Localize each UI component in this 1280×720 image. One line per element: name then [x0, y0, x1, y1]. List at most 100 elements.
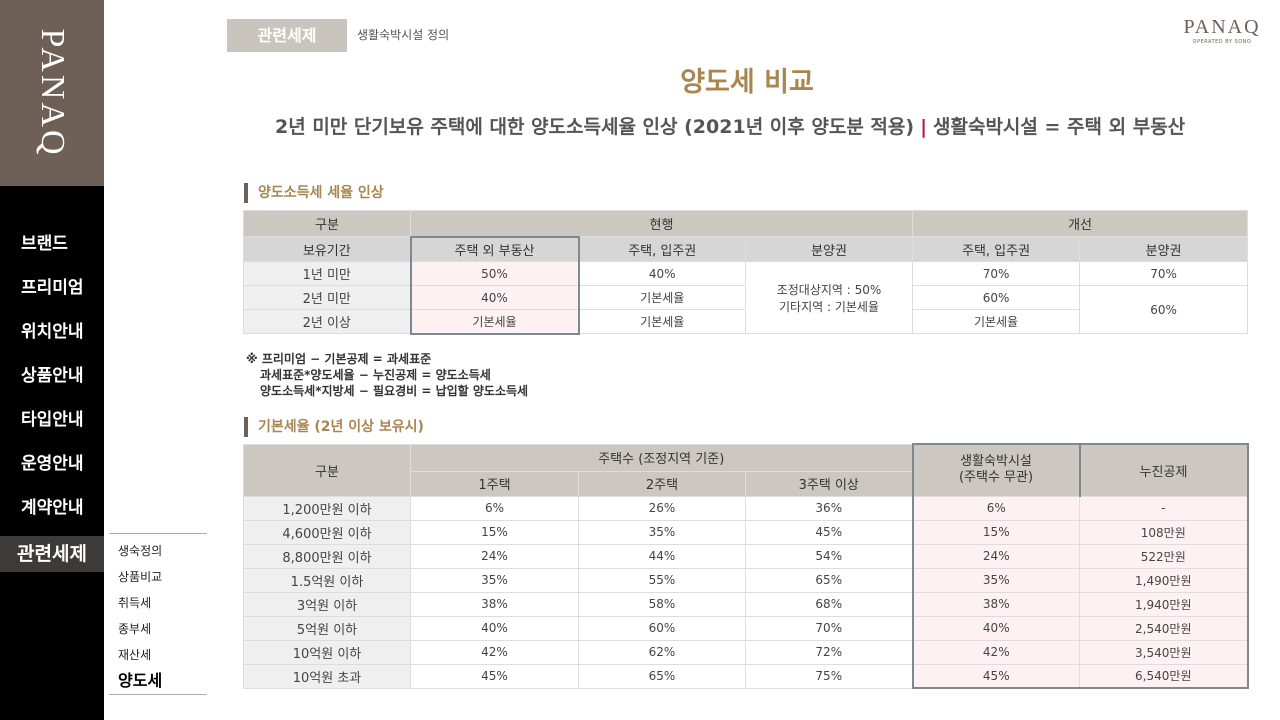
brand-logo: PANAQ OPERATED BY SONO	[1172, 16, 1272, 45]
cell: 70%	[744, 615, 914, 641]
breadcrumb: 관련세제	[227, 19, 347, 52]
cell: 65%	[578, 663, 746, 689]
nav-contract[interactable]: 계약안내	[21, 498, 84, 518]
subtitle-right: 생활숙박시설 = 주택 외 부동산	[933, 116, 1186, 138]
table-row: 10억원 이하 42% 62% 72% 42% 3,540만원	[243, 639, 1249, 665]
cell: 24%	[911, 543, 1081, 569]
cell: 38%	[911, 591, 1081, 617]
cell: 2,540만원	[1079, 615, 1249, 641]
nav-operation[interactable]: 운영안내	[21, 454, 84, 474]
brand-name: PANAQ	[1183, 16, 1261, 38]
submenu-item[interactable]: 재산세	[118, 648, 152, 662]
header-cell: 구분	[243, 443, 411, 497]
cell-line: 기타지역 : 기본세율	[779, 299, 880, 314]
cell: 70%	[912, 261, 1081, 286]
submenu-item[interactable]: 생숙정의	[118, 544, 163, 558]
table-row: 8,800만원 이하 24% 44% 54% 24% 522만원	[243, 543, 1249, 569]
nav-type[interactable]: 타입안내	[21, 410, 84, 430]
header-cell: 누진공제	[1079, 443, 1249, 497]
submenu-item[interactable]: 취득세	[118, 596, 152, 610]
header-cell: 주택, 입주권	[578, 236, 746, 262]
cell: 42%	[911, 639, 1081, 665]
sidebar: PANAQ 브랜드 프리미엄 위치안내 상품안내 타입안내 운영안내 계약안내 …	[0, 0, 104, 720]
cell: 40%	[578, 261, 746, 286]
table-row: 1년 미만 50% 40% 조정대상지역 : 50% 기타지역 : 기본세율 70% 70%	[243, 261, 1249, 334]
cell: 36%	[744, 495, 914, 521]
cell-merged: 조정대상지역 : 50% 기타지역 : 기본세율	[744, 261, 914, 334]
note-line: 양도소득세*지방세 − 필요경비 = 납입할 양도소득세	[260, 384, 529, 398]
cell: 24%	[410, 543, 579, 569]
row-label: 10억원 초과	[243, 663, 411, 689]
cell-line: 조정대상지역 : 50%	[776, 282, 882, 297]
cell: -	[1079, 495, 1249, 521]
header-cell: 생활숙박시설 (주택수 무관)	[911, 443, 1081, 496]
header-cell: 구분	[243, 210, 411, 237]
cell: 44%	[578, 543, 746, 569]
header-cell: 1주택	[410, 470, 579, 497]
page-title: 양도세 비교	[680, 67, 814, 98]
row-label: 5억원 이하	[243, 615, 411, 641]
cell: 1,940만원	[1079, 591, 1249, 617]
cell: 6,540만원	[1079, 663, 1249, 689]
cell: 75%	[744, 663, 914, 689]
note-line: 과세표준*양도세율 − 누진공제 = 양도소득세	[260, 368, 491, 382]
subtitle-left: 2년 미만 단기보유 주택에 대한 양도소득세율 인상 (2021년 이후 양도…	[275, 116, 915, 138]
row-label: 2년 이상	[243, 309, 411, 334]
row-label: 8,800만원 이하	[243, 543, 411, 569]
cell: 45%	[410, 663, 579, 689]
cell: 55%	[578, 567, 746, 593]
brand-sub: OPERATED BY SONO	[1192, 39, 1252, 45]
table-row: 2년 미만 40% 기본세율 60% 60%	[243, 285, 1249, 334]
cell: 50%	[409, 261, 580, 286]
nav-tax[interactable]: 관련세제	[0, 536, 104, 572]
submenu-item[interactable]: 종부세	[118, 622, 152, 636]
cell: 6%	[911, 495, 1081, 521]
table-row: 5억원 이하 40% 60% 70% 40% 2,540만원	[243, 615, 1249, 641]
cell: 40%	[410, 615, 579, 641]
submenu-item-active[interactable]: 양도세	[118, 671, 163, 690]
cell: 522만원	[1079, 543, 1249, 569]
nav-premium[interactable]: 프리미엄	[21, 278, 84, 298]
header-cell: 2주택	[578, 470, 746, 497]
nav-location[interactable]: 위치안내	[21, 322, 84, 342]
header-cell: 보유기간	[243, 236, 411, 262]
nav-product[interactable]: 상품안내	[21, 366, 84, 386]
row-label: 4,600만원 이하	[243, 519, 411, 545]
cell: 72%	[744, 639, 914, 665]
row-label: 10억원 이하	[243, 639, 411, 665]
page-subtitle: 2년 미만 단기보유 주택에 대한 양도소득세율 인상 (2021년 이후 양도…	[275, 112, 1185, 139]
cell: 40%	[409, 285, 580, 310]
subtitle-separator: |	[920, 116, 928, 138]
sidebar-logo[interactable]: PANAQ	[0, 0, 104, 186]
header-cell: 주택수 (조정지역 기준)	[409, 443, 914, 472]
header-cell: 개선	[912, 210, 1249, 237]
cell: 54%	[744, 543, 914, 569]
cell: 45%	[744, 519, 914, 545]
cell: 35%	[578, 519, 746, 545]
header-cell: 분양권	[1079, 236, 1249, 262]
header-cell: 주택 외 부동산	[409, 235, 580, 262]
nav-brand[interactable]: 브랜드	[21, 234, 68, 254]
cell: 42%	[410, 639, 579, 665]
cell: 기본세율	[409, 309, 580, 335]
header-line: 생활숙박시설	[960, 454, 1032, 470]
header-cell: 3주택 이상	[744, 470, 914, 497]
table-row: 1,200만원 이하 6% 26% 36% 6% -	[243, 495, 1249, 521]
cell: 60%	[578, 615, 746, 641]
cell: 60%	[912, 285, 1081, 310]
cell: 기본세율	[912, 309, 1081, 334]
submenu-item[interactable]: 상품비교	[118, 570, 163, 584]
cell: 58%	[578, 591, 746, 617]
row-label: 1,200만원 이하	[243, 495, 411, 521]
cell: 기본세율	[578, 285, 746, 310]
header-cell: 현행	[409, 210, 914, 237]
cell: 62%	[578, 639, 746, 665]
cell: 65%	[744, 567, 914, 593]
cell: 68%	[744, 591, 914, 617]
submenu: 생숙정의 상품비교 취득세 종부세 재산세 양도세	[109, 533, 207, 695]
breadcrumb-sub: 생활숙박시설 정의	[357, 28, 450, 42]
header-cell: 주택, 입주권	[912, 236, 1081, 262]
formula-notes: ※ 프리미엄 − 기본공제 = 과세표준 과세표준*양도세율 − 누진공제 = …	[246, 351, 528, 399]
table-row: 1.5억원 이하 35% 55% 65% 35% 1,490만원	[243, 567, 1249, 593]
cell: 기본세율	[578, 309, 746, 334]
